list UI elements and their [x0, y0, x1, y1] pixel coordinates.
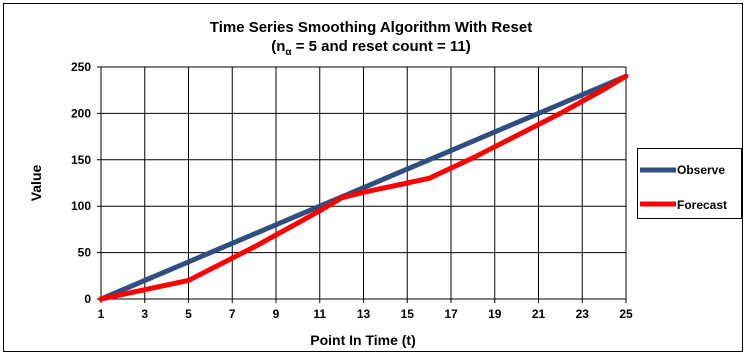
series-lines [98, 73, 629, 302]
data-point-observe [207, 250, 213, 256]
data-point-observe [142, 277, 148, 283]
x-tick-label: 25 [619, 307, 633, 321]
chart-subtitle: (nα = 5 and reset count = 11) [271, 38, 471, 58]
data-point-forecast [470, 155, 476, 161]
data-point-forecast [207, 266, 213, 272]
y-tick-label: 200 [71, 106, 91, 120]
data-point-forecast [142, 287, 148, 293]
x-tick-label: 21 [532, 307, 546, 321]
data-point-forecast [164, 282, 170, 288]
x-tick-label: 5 [185, 307, 192, 321]
y-axis-label: Value [28, 165, 44, 202]
subtitle-rest: = 5 and reset count = 11) [292, 38, 471, 55]
data-point-observe [295, 212, 301, 218]
x-tick-label: 15 [401, 307, 415, 321]
data-point-forecast [361, 189, 366, 195]
data-point-observe [470, 138, 476, 144]
x-tick-label: 9 [273, 307, 280, 321]
x-tick-label: 23 [576, 307, 590, 321]
y-tick-label: 50 [78, 246, 92, 260]
y-tick-label: 100 [71, 199, 91, 213]
data-point-forecast [514, 133, 520, 139]
x-tick-label: 1 [98, 307, 105, 321]
x-tick-label: 17 [444, 307, 458, 321]
data-point-forecast [448, 165, 454, 171]
data-point-observe [536, 110, 541, 116]
data-point-observe [448, 148, 454, 154]
data-point-forecast [557, 110, 563, 116]
subtitle-subscript: α [285, 47, 292, 58]
data-point-observe [514, 120, 520, 126]
data-point-observe [557, 101, 563, 107]
data-point-forecast [295, 220, 301, 226]
data-point-forecast [404, 180, 410, 186]
chart-title: Time Series Smoothing Algorithm With Res… [210, 19, 532, 36]
x-tick-label: 3 [141, 307, 148, 321]
data-point-observe [492, 129, 498, 135]
data-point-forecast [601, 86, 607, 92]
data-point-observe [120, 287, 126, 293]
legend-box [637, 148, 742, 219]
data-point-forecast [251, 244, 257, 250]
data-point-observe [382, 175, 388, 181]
data-point-observe [164, 268, 170, 274]
data-point-observe [273, 222, 279, 228]
legend: Observe Forecast [637, 148, 742, 219]
data-point-observe [361, 185, 366, 191]
data-point-forecast [186, 277, 191, 283]
y-tick-label: 0 [84, 292, 91, 306]
data-point-observe [579, 92, 585, 98]
y-tick-label: 150 [71, 153, 91, 167]
data-point-forecast [317, 208, 323, 214]
x-axis-label: Point In Time (t) [310, 332, 416, 348]
data-point-observe [426, 157, 432, 163]
data-point-forecast [382, 185, 388, 191]
data-point-forecast [339, 195, 345, 201]
data-point-forecast [536, 122, 541, 128]
data-point-forecast [229, 255, 235, 261]
legend-label-forecast: Forecast [677, 198, 727, 212]
x-tick-label: 11 [313, 307, 326, 321]
data-point-forecast [120, 291, 126, 297]
x-tick-label: 13 [357, 307, 371, 321]
data-point-observe [404, 166, 410, 172]
legend-label-observe: Observe [677, 163, 725, 177]
subtitle-prefix: (n [271, 38, 285, 55]
data-point-forecast [98, 296, 104, 302]
y-tick-label: 250 [71, 60, 91, 74]
data-point-observe [229, 240, 235, 246]
data-point-observe [251, 231, 257, 237]
data-point-forecast [273, 232, 279, 238]
data-point-forecast [623, 73, 629, 79]
data-point-forecast [579, 98, 585, 104]
x-tick-label: 19 [488, 307, 502, 321]
x-tick-label: 7 [229, 307, 236, 321]
data-point-forecast [492, 144, 498, 150]
data-point-forecast [426, 175, 432, 181]
data-point-observe [186, 259, 191, 265]
